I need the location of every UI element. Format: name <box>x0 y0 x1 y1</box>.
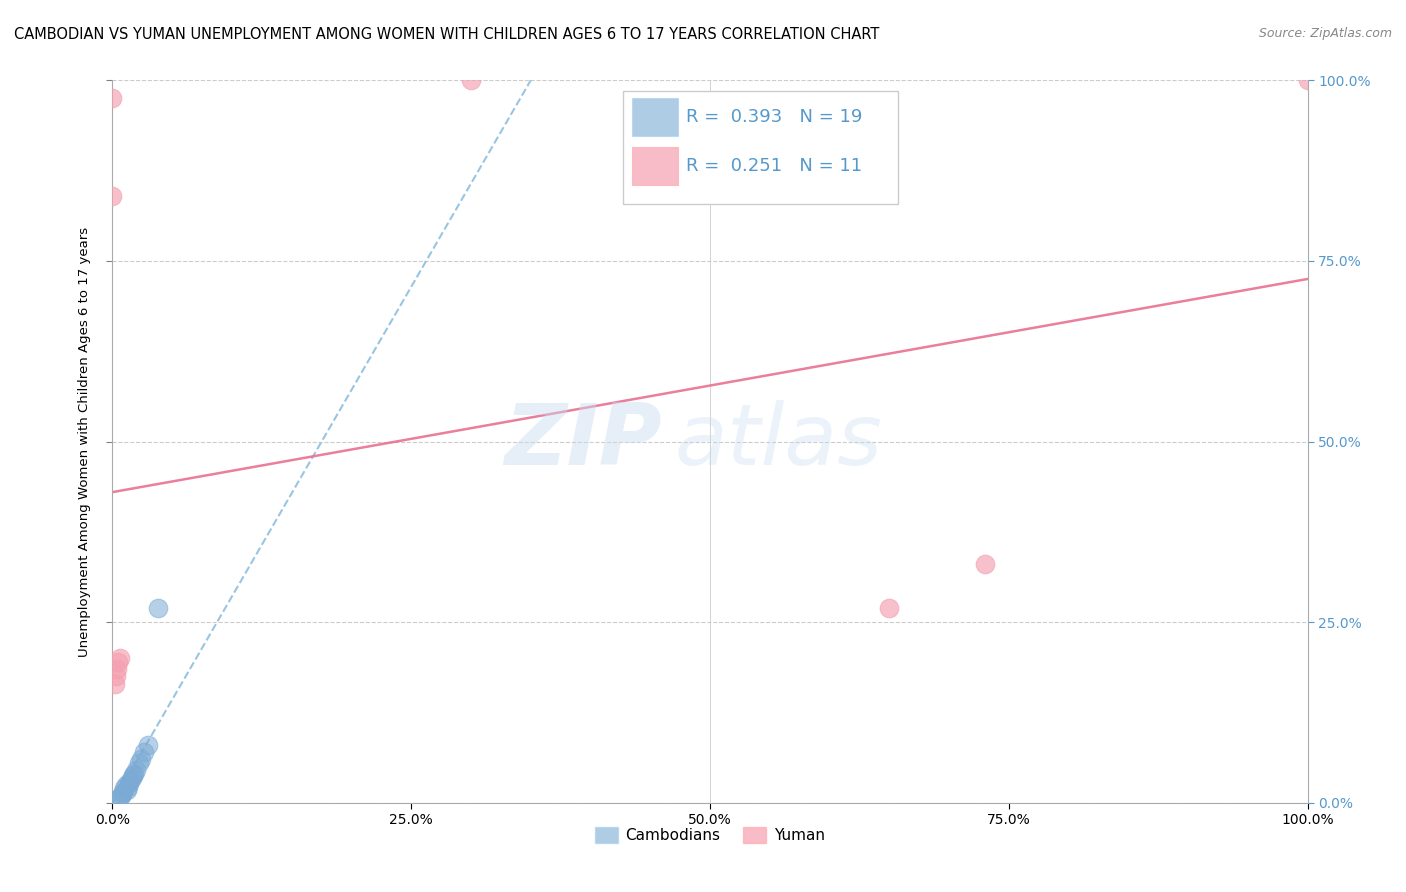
Point <box>122 767 145 781</box>
Point <box>112 785 135 799</box>
Point <box>132 745 155 759</box>
FancyBboxPatch shape <box>633 98 678 136</box>
Point <box>107 792 129 806</box>
Text: CAMBODIAN VS YUMAN UNEMPLOYMENT AMONG WOMEN WITH CHILDREN AGES 6 TO 17 YEARS COR: CAMBODIAN VS YUMAN UNEMPLOYMENT AMONG WO… <box>14 27 879 42</box>
Point <box>138 738 160 752</box>
Point <box>121 768 143 782</box>
Point <box>117 780 139 794</box>
Point <box>114 778 136 792</box>
Point <box>108 651 131 665</box>
FancyBboxPatch shape <box>633 147 678 185</box>
Point <box>128 756 150 770</box>
Point <box>101 189 124 203</box>
Point <box>111 787 134 801</box>
Point <box>974 558 997 572</box>
Point <box>105 662 128 676</box>
Point <box>114 781 135 796</box>
Point <box>110 789 132 803</box>
Text: R =  0.393   N = 19: R = 0.393 N = 19 <box>686 108 862 126</box>
Point <box>120 774 142 789</box>
Point <box>121 771 143 785</box>
Point <box>460 73 482 87</box>
Point <box>1296 73 1319 87</box>
Text: Source: ZipAtlas.com: Source: ZipAtlas.com <box>1258 27 1392 40</box>
Point <box>125 764 148 778</box>
Text: atlas: atlas <box>675 400 882 483</box>
Point <box>118 775 141 789</box>
Point <box>879 600 901 615</box>
Point <box>146 600 169 615</box>
Text: R =  0.251   N = 11: R = 0.251 N = 11 <box>686 157 862 175</box>
FancyBboxPatch shape <box>623 91 897 204</box>
Point <box>105 669 128 683</box>
Y-axis label: Unemployment Among Women with Children Ages 6 to 17 years: Unemployment Among Women with Children A… <box>77 227 91 657</box>
Point <box>104 676 127 690</box>
Point <box>107 655 129 669</box>
Point <box>115 782 138 797</box>
Text: ZIP: ZIP <box>505 400 662 483</box>
Point <box>101 91 124 105</box>
Point <box>129 752 152 766</box>
Legend: Cambodians, Yuman: Cambodians, Yuman <box>589 822 831 849</box>
